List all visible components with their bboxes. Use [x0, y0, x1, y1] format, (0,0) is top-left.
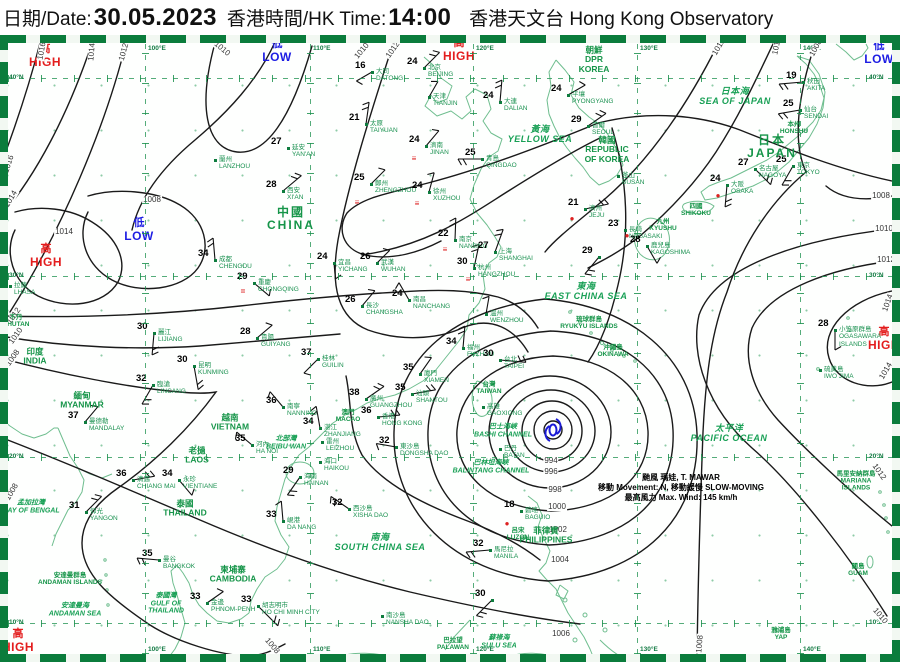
time-label: 香港時間/HK Time: — [226, 9, 387, 30]
typhoon-max-wind: 最高風力 Max. Wind: 145 km/h — [624, 493, 738, 502]
pressure-map: 100°E 100°E 110°E 110°E 120°E 120°E 130°E 130°E… — [0, 35, 900, 662]
typhoon-name: 颱風 瑪娃, T. MAWAR — [642, 473, 720, 482]
date-value: 30.05.2023 — [93, 3, 217, 31]
date-label: 日期/Date: — [3, 9, 92, 30]
observatory-title: 香港天文台 Hong Kong Observatory — [469, 9, 774, 30]
minor-grid-dots — [8, 43, 892, 654]
typhoon-info: 颱風 瑪娃, T. MAWAR 移動 Movement: N, 移動緩慢 SLO… — [592, 473, 770, 503]
map-border-bottom — [0, 654, 900, 662]
time-value: 14:00 — [388, 3, 452, 31]
map-border-left — [0, 35, 8, 662]
chart-header: 日期/Date: 30.05.2023 香港時間/HK Time: 14:00 … — [0, 0, 900, 35]
map-border-top — [0, 35, 900, 43]
map-border-right — [892, 35, 900, 662]
typhoon-movement: 移動 Movement: N, 移動緩慢 SLOW-MOVING — [597, 483, 765, 492]
